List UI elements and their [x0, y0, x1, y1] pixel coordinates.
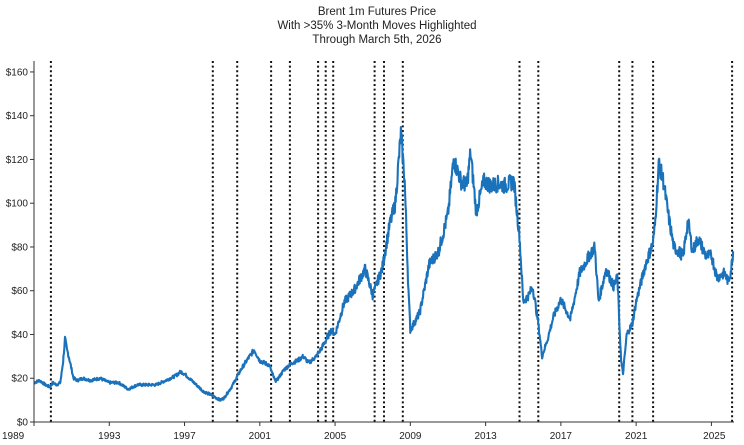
x-axis-ticks: 1989 1993 1997 2001 2005 2009 2013 2017 2021 2025 [2, 422, 726, 442]
x-tick-label: 2017 [550, 431, 573, 442]
x-tick-label: 1989 [2, 431, 25, 442]
y-axis-ticks: $0 $20 $40 $60 $80 $100 $120 $140 $160 [6, 67, 34, 429]
y-tick-label: $40 [11, 330, 28, 341]
x-tick-label: 2025 [703, 431, 726, 442]
y-tick-label: $160 [6, 67, 29, 78]
y-tick-label: $20 [11, 374, 28, 385]
x-tick-label: 2005 [324, 431, 347, 442]
title-line-2: With >35% 3-Month Moves Highlighted [277, 20, 476, 32]
x-tick-label: 1993 [98, 431, 121, 442]
x-tick-label: 2001 [249, 431, 272, 442]
axes [33, 61, 734, 423]
x-tick-label: 2009 [399, 431, 422, 442]
y-tick-label: $0 [17, 418, 29, 429]
y-tick-label: $60 [11, 286, 28, 297]
y-tick-label: $100 [6, 199, 29, 210]
price-line [33, 125, 735, 402]
y-tick-label: $80 [11, 242, 28, 253]
x-tick-label: 1997 [173, 431, 196, 442]
price-series [33, 125, 735, 402]
title-line-1: Brent 1m Futures Price [318, 6, 436, 18]
highlight-lines [49, 61, 734, 422]
title-line-3: Through March 5th, 2026 [312, 34, 441, 46]
x-tick-label: 2013 [474, 431, 497, 442]
y-tick-label: $140 [6, 111, 29, 122]
chart-title: Brent 1m Futures Price With >35% 3-Month… [277, 6, 476, 46]
y-tick-label: $120 [6, 155, 29, 166]
x-tick-label: 2021 [625, 431, 648, 442]
